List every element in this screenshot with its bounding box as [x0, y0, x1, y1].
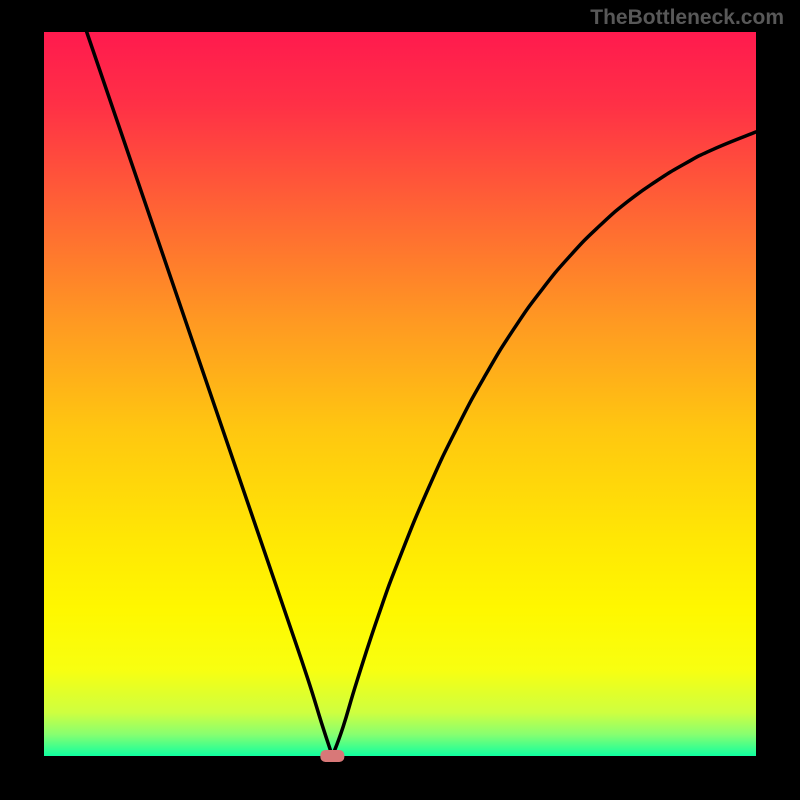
- bottleneck-chart: [0, 0, 800, 800]
- watermark-text: TheBottleneck.com: [590, 6, 784, 30]
- plot-area: [44, 32, 756, 756]
- minimum-marker: [320, 750, 344, 762]
